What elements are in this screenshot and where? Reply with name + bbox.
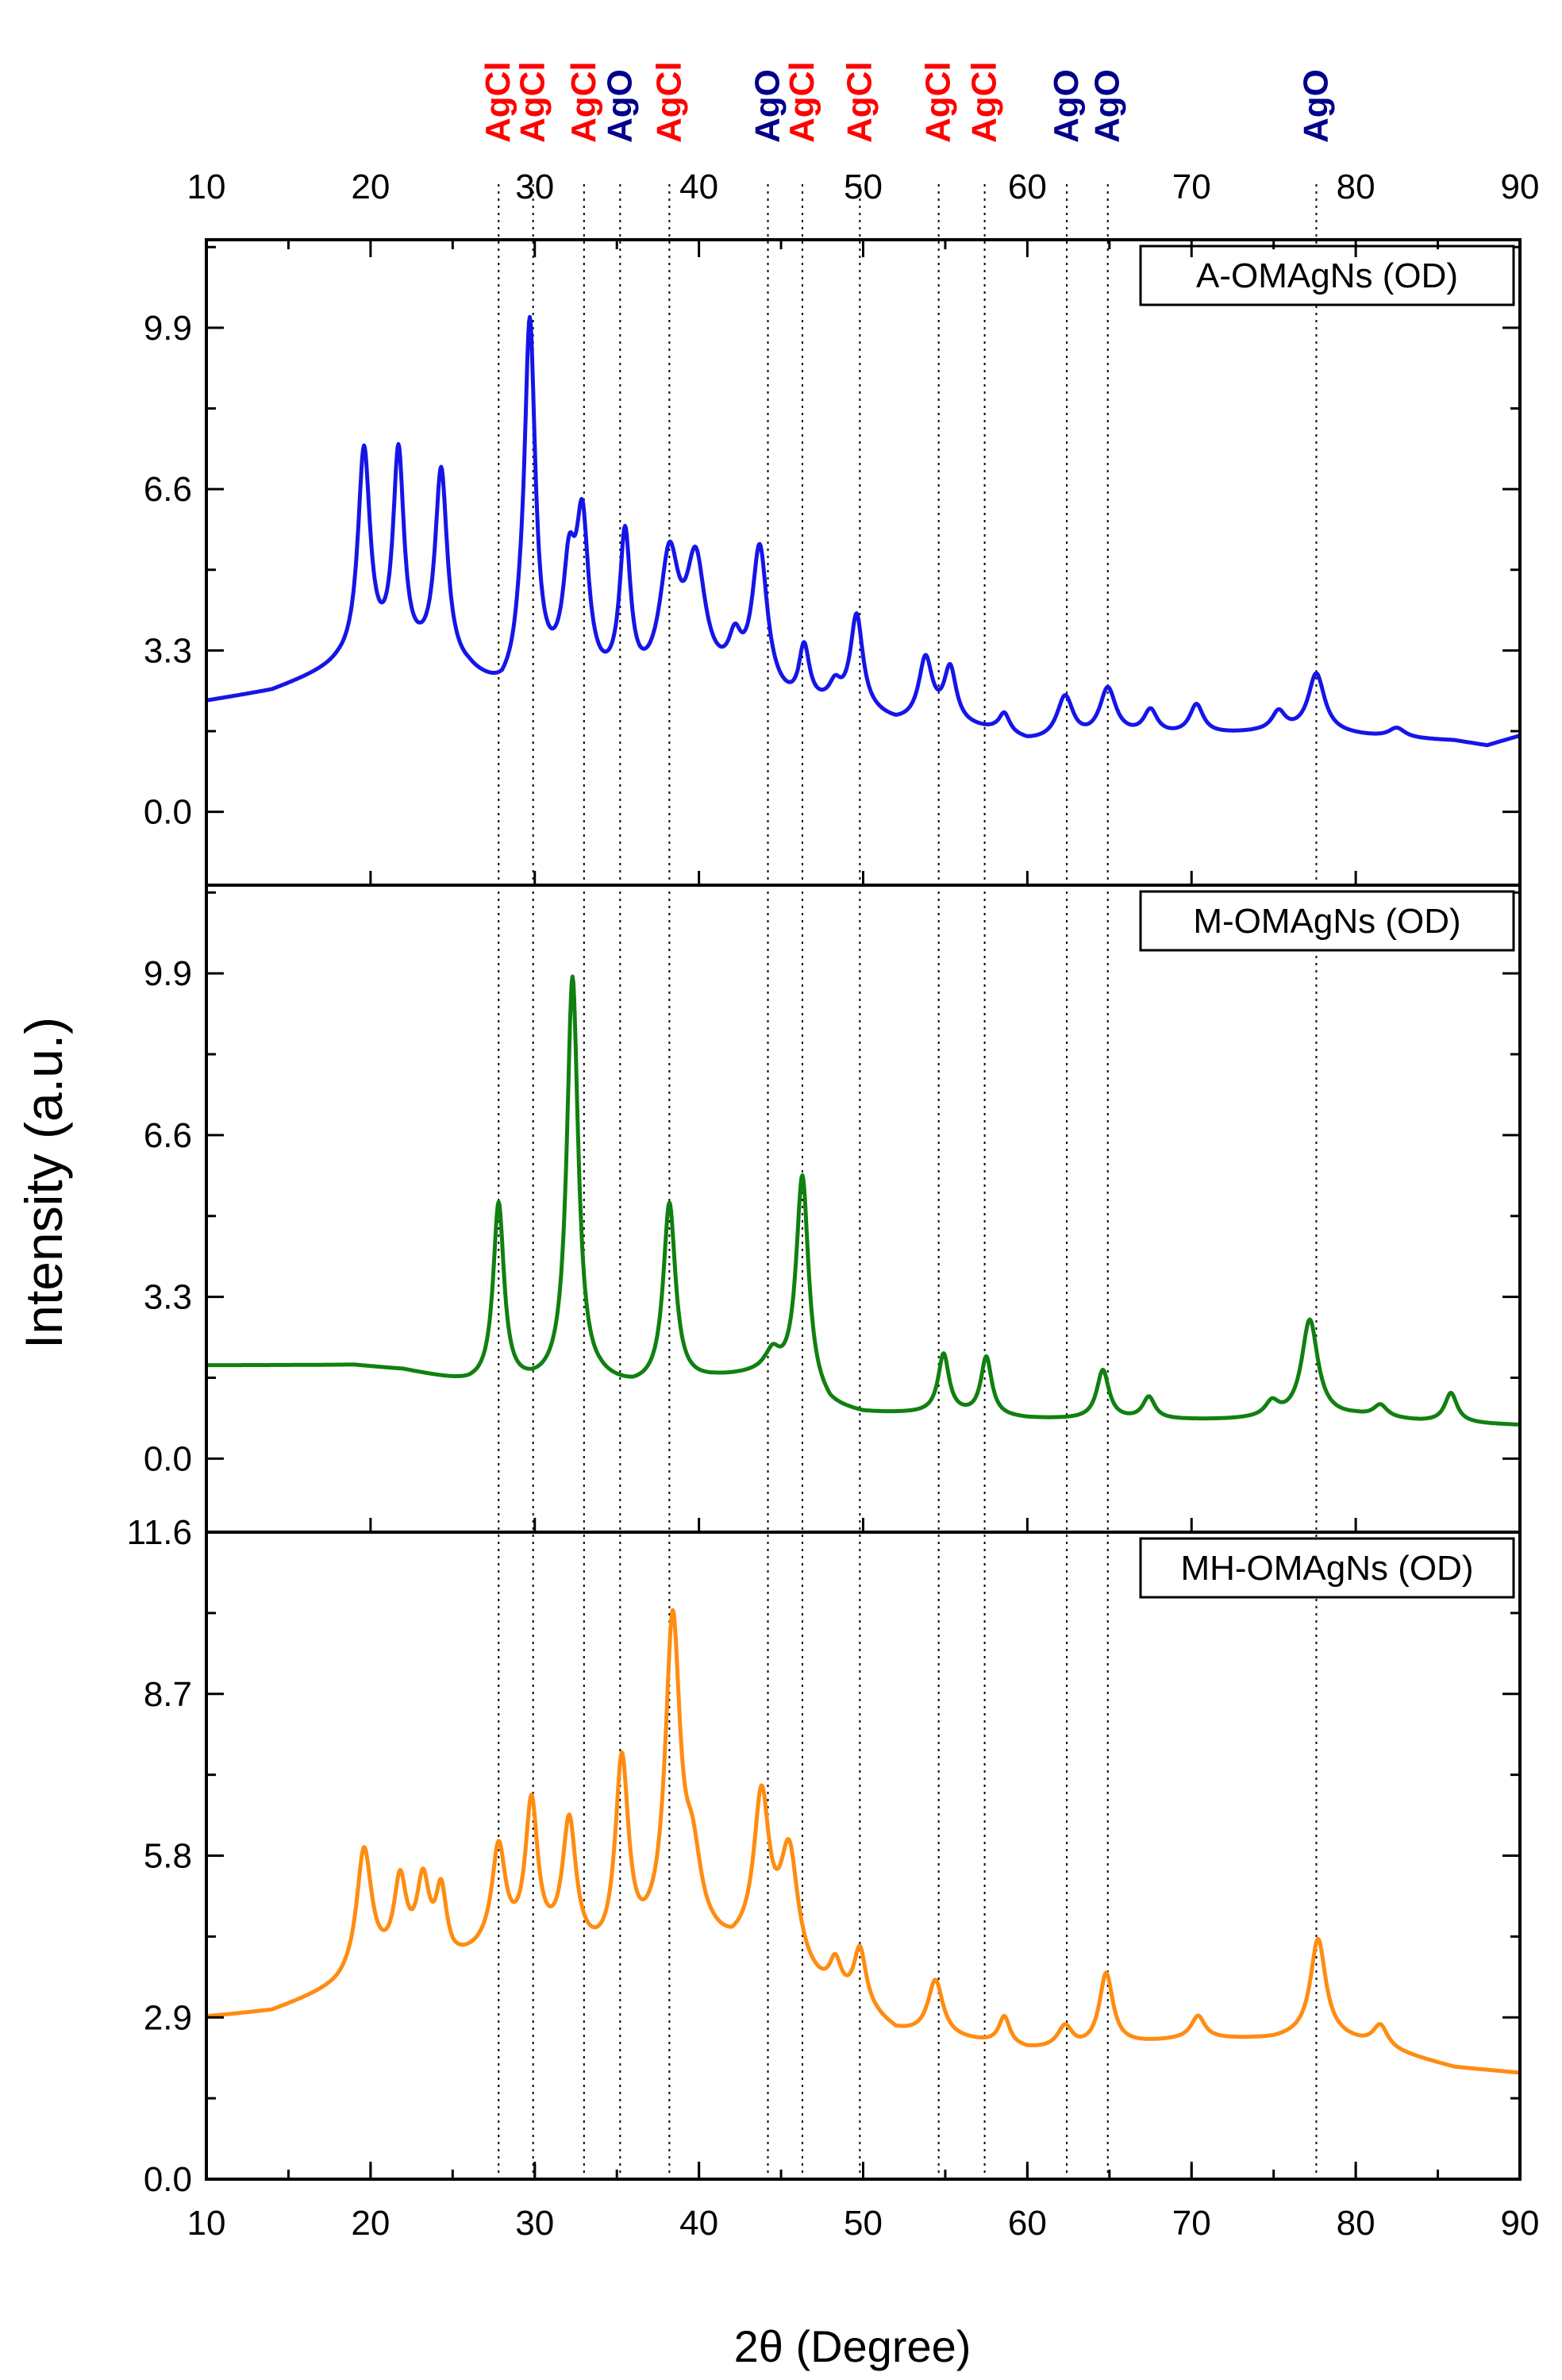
legend-box <box>1139 245 1515 306</box>
bottom-x-tick-label: 50 <box>844 2204 883 2243</box>
bottom-x-tick-label: 90 <box>1501 2204 1540 2243</box>
series-line-mh-omagns-od <box>205 1608 1522 2075</box>
top-x-tick-label: 30 <box>515 168 554 206</box>
panel-mh-omagns-od: 0.0 2.9 5.8 8.7 11.6 MH-OMAgNs (OD) <box>127 1513 1522 2199</box>
y-tick-label: 6.6 <box>144 1116 192 1155</box>
phase-label-ago-12: AgO <box>1296 69 1335 143</box>
panel-m-omagns-od: 0.0 3.3 6.6 9.9 M-OMAgNs (OD) <box>144 884 1522 1534</box>
bottom-x-tick-label: 10 <box>187 2204 226 2243</box>
bottom-x-tick-label: 40 <box>679 2204 718 2243</box>
top-x-tick-label: 20 <box>351 168 390 206</box>
bottom-x-tick-label: 30 <box>515 2204 554 2243</box>
legend-a-omagns-od: A-OMAgNs (OD) <box>1196 256 1458 295</box>
phase-label-ago-3: AgO <box>600 69 639 143</box>
y-tick-label: 5.8 <box>144 1837 192 1876</box>
y-tick-label: 0.0 <box>144 793 192 832</box>
y-tick-label: 3.3 <box>144 1278 192 1317</box>
top-x-tick-label: 70 <box>1172 168 1211 206</box>
legend-m-omagns-od: M-OMAgNs (OD) <box>1193 902 1460 941</box>
y-tick-label: 6.6 <box>144 470 192 509</box>
phase-label-agcl-7: AgCl <box>840 61 879 143</box>
phase-label-ago-5: AgO <box>748 69 787 143</box>
legend-box <box>1139 890 1515 952</box>
phase-label-agcl-1: AgCl <box>514 61 552 143</box>
y-tick-label: 9.9 <box>144 309 192 348</box>
y-tick-label: 9.9 <box>144 954 192 993</box>
y-tick-label: 8.7 <box>144 1675 192 1714</box>
panels: 0.0 3.3 6.6 9.9 A-OMAgNs (OD) 0.0 3.3 6.6 9.9 M-O… <box>127 238 1522 2199</box>
phase-label-agcl-8: AgCl <box>919 61 958 143</box>
legend-mh-omagns-od: MH-OMAgNs (OD) <box>1180 1549 1473 1588</box>
phase-label-agcl-4: AgCl <box>649 61 688 143</box>
top-x-tick-label: 40 <box>679 168 718 206</box>
y-tick-label: 0.0 <box>144 2160 192 2199</box>
top-x-tick-label: 60 <box>1008 168 1047 206</box>
x-axis-title: 2θ (Degree) <box>734 2321 971 2371</box>
top-x-tick-label: 10 <box>187 168 226 206</box>
legend-box <box>1139 1537 1515 1599</box>
series-line-a-omagns-od <box>205 314 1522 748</box>
phase-label-agcl-9: AgCl <box>965 61 1004 143</box>
top-x-tick-label: 50 <box>844 168 883 206</box>
bottom-x-tick-label: 70 <box>1172 2204 1211 2243</box>
bottom-x-tick-label: 60 <box>1008 2204 1047 2243</box>
bottom-x-tick-label: 80 <box>1337 2204 1375 2243</box>
top-x-tick-label: 80 <box>1337 168 1375 206</box>
bottom-x-axis: 10 20 30 40 50 60 70 80 90 <box>187 2162 1540 2243</box>
phase-label-ago-11: AgO <box>1088 69 1127 143</box>
series-line-m-omagns-od <box>205 974 1522 1427</box>
phase-label-ago-10: AgO <box>1047 69 1086 143</box>
y-axis-title: Intensity (a.u.) <box>14 1017 73 1349</box>
y-tick-label: 2.9 <box>144 1998 192 2037</box>
top-x-tick-label: 90 <box>1501 168 1540 206</box>
phase-label-agcl-0: AgCl <box>479 61 517 143</box>
y-tick-label: 3.3 <box>144 631 192 670</box>
phase-label-agcl-2: AgCl <box>564 61 603 143</box>
y-tick-label: 11.6 <box>127 1513 192 1552</box>
bottom-x-tick-label: 20 <box>351 2204 390 2243</box>
top-x-axis: 10 20 30 40 50 60 70 80 90 <box>187 168 1540 257</box>
phase-label-agcl-6: AgCl <box>783 61 821 143</box>
y-tick-label: 0.0 <box>144 1439 192 1478</box>
